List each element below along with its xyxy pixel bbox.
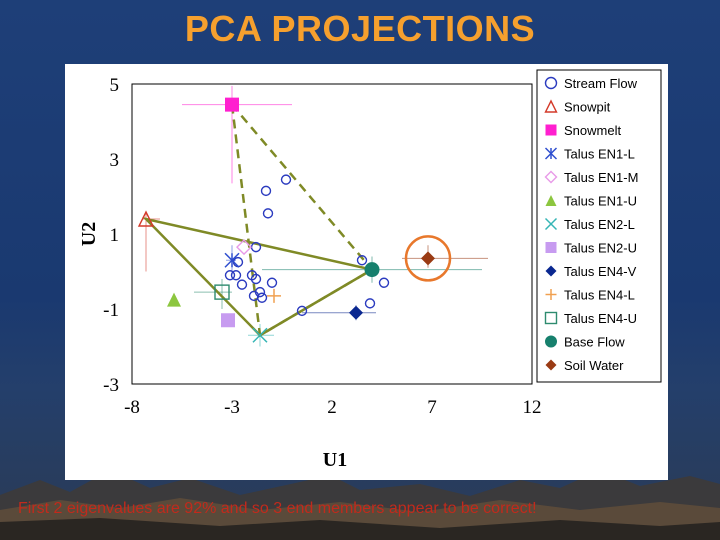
legend-label: Talus EN4-L (564, 288, 635, 303)
data-point (225, 97, 239, 112)
x-tick-label: 7 (427, 397, 437, 418)
legend-marker (544, 76, 558, 90)
data-point (250, 273, 262, 285)
data-point (356, 255, 368, 266)
legend-marker (544, 311, 558, 325)
data-point (280, 174, 292, 185)
legend-marker (545, 242, 557, 253)
data-point (214, 284, 230, 300)
data-point (236, 239, 252, 256)
legend-label: Talus EN2-L (564, 217, 635, 232)
data-point (364, 262, 380, 278)
legend-marker (545, 195, 557, 206)
legend-marker (545, 289, 557, 300)
data-point (296, 305, 308, 317)
legend-marker (544, 99, 558, 113)
data-point (230, 270, 242, 281)
data-point (248, 290, 260, 302)
legend: Stream Flow Snowpit Snowmelt Talus EN1-L Tal… (536, 69, 662, 383)
chart-panel: -8 -3 2 7 12 5 3 1 -1 -3 U1 U2 Stream Flow Snowpit… (65, 64, 668, 480)
data-point (260, 185, 272, 197)
data-point (262, 208, 274, 219)
legend-label: Talus EN2-U (564, 241, 637, 256)
data-point (421, 251, 435, 266)
y-tick-label: 5 (110, 75, 120, 96)
mountain-backdrop (0, 470, 720, 540)
x-tick-label: -3 (224, 397, 240, 418)
data-point (266, 277, 278, 288)
data-point (221, 313, 235, 328)
highlight-circle (404, 235, 452, 282)
y-tick-label: 1 (110, 225, 120, 246)
legend-label: Soil Water (564, 358, 624, 373)
x-tick-label: 12 (523, 397, 542, 418)
data-point (137, 210, 155, 227)
mixing-triangle-dashed (230, 100, 374, 338)
y-tick-label: -3 (103, 375, 119, 396)
legend-label: Talus EN1-U (564, 194, 637, 209)
x-axis-title: U1 (323, 449, 347, 471)
plot-area-frame (131, 83, 533, 385)
y-axis-title: U2 (78, 222, 100, 246)
data-point (378, 277, 390, 288)
slide-title: PCA PROJECTIONS (184, 8, 536, 49)
data-point (252, 327, 268, 343)
legend-marker (545, 359, 557, 371)
legend-label: Stream Flow (564, 76, 638, 91)
legend-box (536, 69, 662, 383)
data-point (267, 288, 281, 303)
y-tick-label: -1 (103, 300, 119, 321)
legend-marker (545, 265, 557, 277)
data-point (224, 252, 240, 268)
data-point (364, 298, 376, 309)
legend-label: Talus EN4-U (564, 311, 637, 326)
data-point (236, 279, 248, 290)
legend-marker (544, 170, 558, 184)
legend-marker (545, 335, 557, 348)
legend-label: Snowmelt (564, 123, 621, 138)
x-tick-label: -8 (124, 397, 140, 418)
data-point (349, 305, 363, 320)
legend-label: Talus EN1-L (564, 147, 635, 162)
y-tick-label: 3 (110, 150, 120, 171)
legend-label: Snowpit (564, 100, 611, 115)
legend-marker (544, 217, 558, 231)
x-tick-label: 2 (327, 397, 337, 418)
legend-label: Talus EN4-V (564, 264, 637, 279)
data-point (224, 270, 236, 281)
legend-marker (544, 147, 558, 160)
legend-marker (545, 124, 557, 136)
slide-caption: First 2 eigenvalues are 92% and so 3 end… (18, 500, 537, 517)
legend-label: Talus EN1-M (564, 170, 638, 185)
legend-label: Base Flow (564, 335, 625, 350)
data-point (167, 292, 181, 307)
